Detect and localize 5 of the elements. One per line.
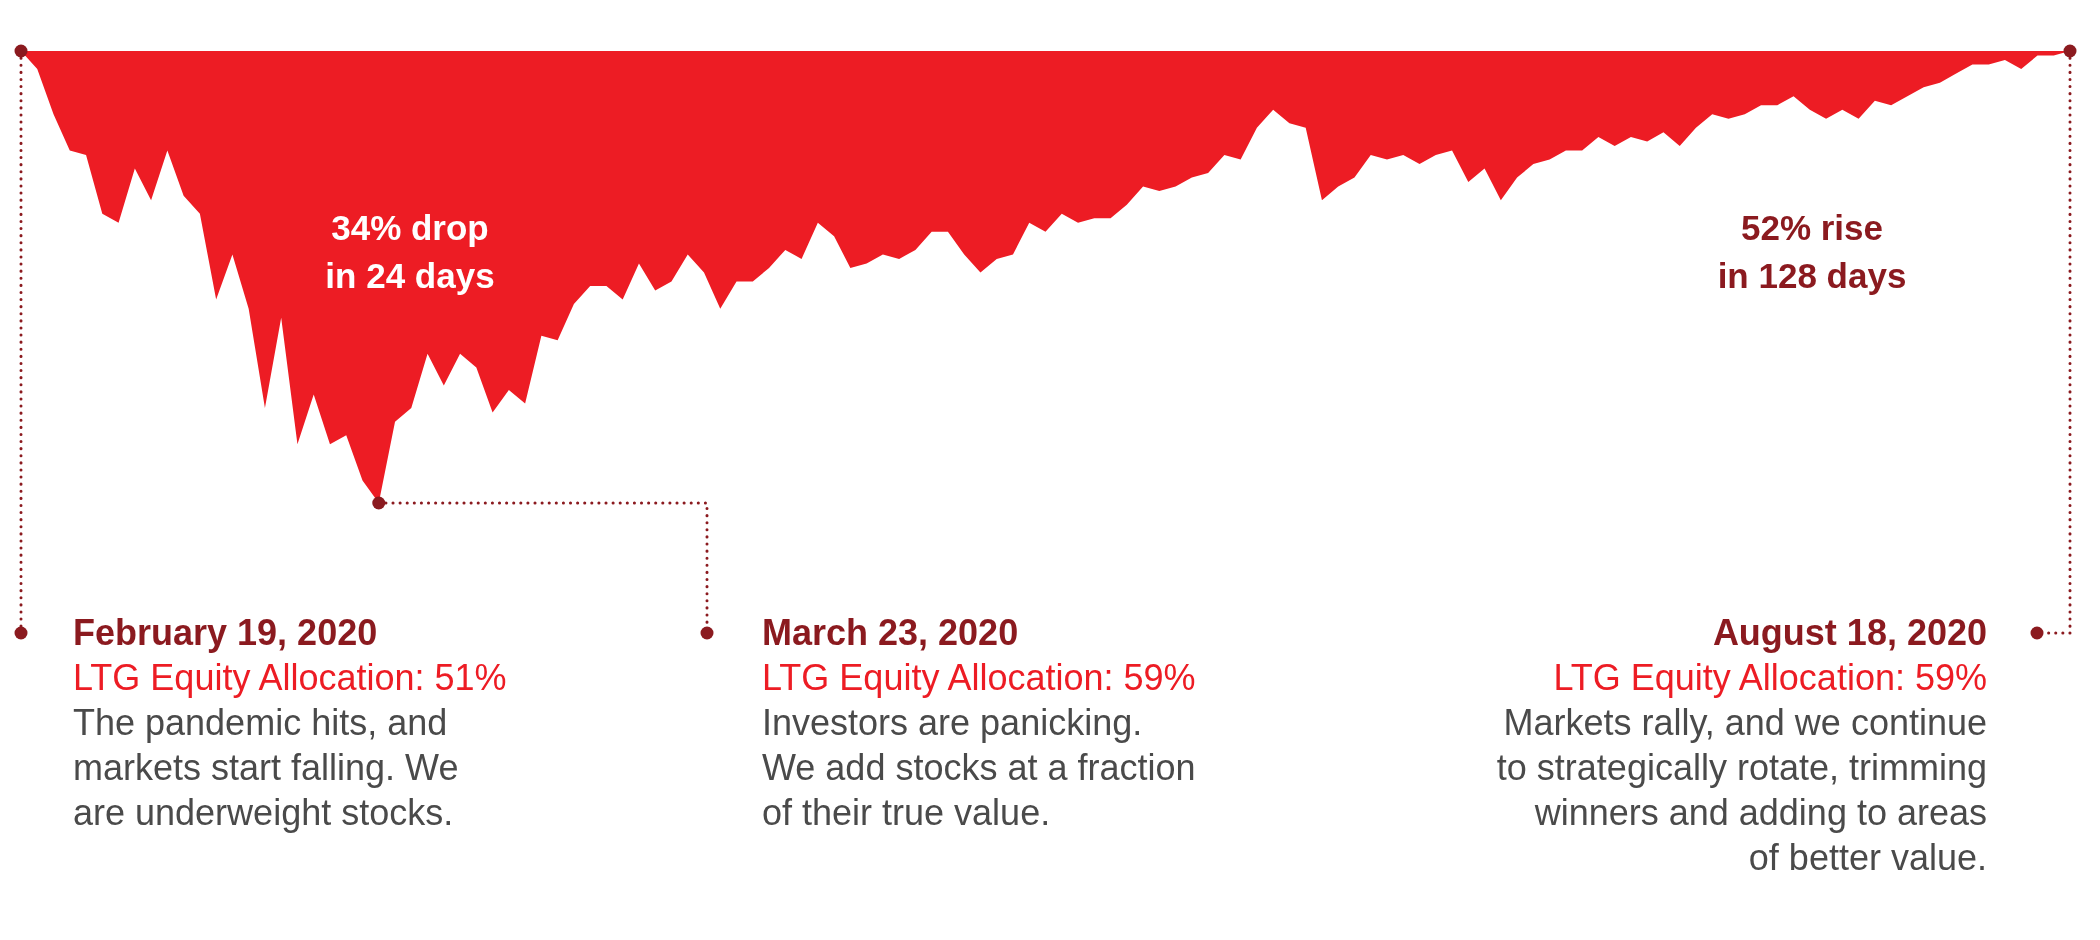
text: March 23, 2020 LTG Equity Allocation: 59% Investors are panicking. We add stocks at a fraction of their true value.	[762, 612, 1196, 833]
text: August 18, 2020 LTG Equity Allocation: 59% Markets rally, and we continue to strategically rotate, trimming winners and adding to areas of better value.	[1496, 612, 1987, 878]
text: February 19, 2020 LTG Equity Allocation: 51% The pandemic hits, and markets start falling. We are underweight stocks.	[73, 612, 507, 833]
annotation: 52% rise in 128 days	[1717, 208, 1907, 295]
annotation: 34% drop in 24 days	[325, 208, 495, 295]
